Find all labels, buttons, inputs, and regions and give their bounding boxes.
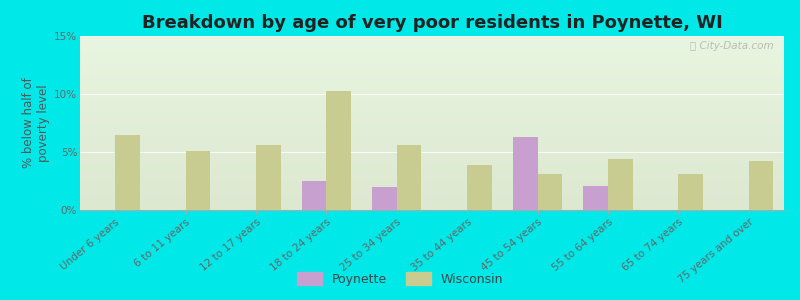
- Bar: [538, 174, 562, 210]
- Bar: [583, 186, 608, 210]
- Bar: [186, 151, 210, 210]
- Bar: [513, 137, 538, 210]
- Bar: [302, 181, 326, 210]
- Legend: Poynette, Wisconsin: Poynette, Wisconsin: [292, 267, 508, 291]
- Title: Breakdown by age of very poor residents in Poynette, WI: Breakdown by age of very poor residents …: [142, 14, 722, 32]
- Bar: [326, 91, 351, 210]
- Y-axis label: % below half of
poverty level: % below half of poverty level: [22, 78, 50, 168]
- Bar: [749, 161, 774, 210]
- Bar: [678, 174, 703, 210]
- Bar: [372, 187, 397, 210]
- Bar: [256, 145, 281, 210]
- Bar: [397, 145, 422, 210]
- Bar: [467, 165, 492, 210]
- Bar: [608, 159, 633, 210]
- Text: ⓘ City-Data.com: ⓘ City-Data.com: [690, 41, 774, 51]
- Bar: [115, 135, 140, 210]
